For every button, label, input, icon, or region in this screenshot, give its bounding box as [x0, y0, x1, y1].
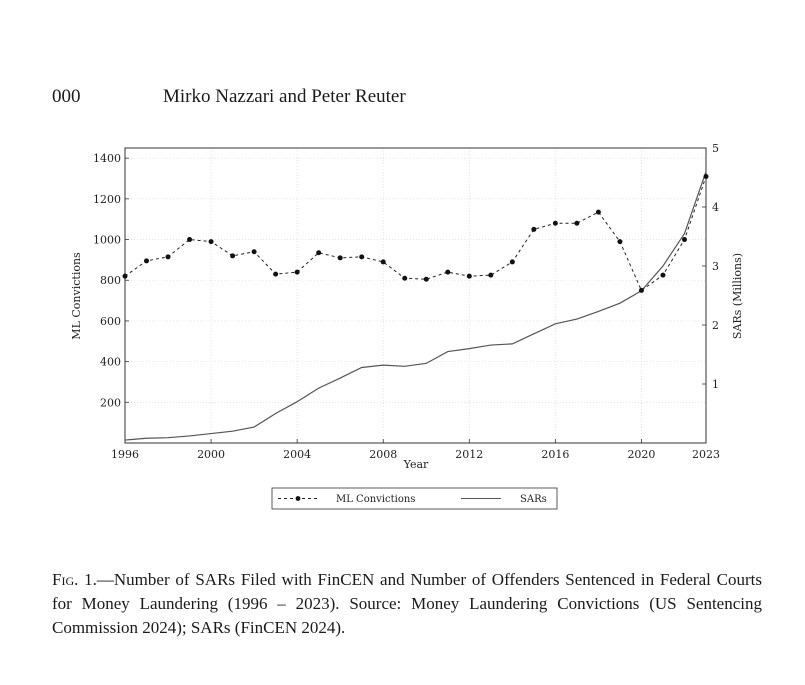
ml-convictions-point: [144, 258, 150, 264]
x-tick-label: 2016: [541, 448, 569, 461]
ml-convictions-point: [208, 239, 214, 245]
ml-convictions-line: [124, 176, 707, 292]
x-tick-label: 2012: [455, 448, 483, 461]
x-axis-label: Year: [403, 458, 429, 471]
page-number: 000: [52, 86, 81, 107]
ml-convictions-point: [617, 239, 623, 245]
y-right-tick-label: 3: [712, 260, 719, 273]
ml-convictions-point: [273, 271, 279, 277]
x-tick-label: 2020: [627, 448, 655, 461]
ml-convictions-point: [316, 250, 322, 256]
chart: 1996 2000 2004 2008 2012 2016 2020 2023 200 400 60…: [70, 142, 744, 510]
y-right-tick-label: 1: [712, 378, 719, 391]
chart-grid: [124, 148, 707, 443]
ml-convictions-point: [423, 276, 429, 282]
ml-convictions-point: [294, 269, 300, 275]
ml-convictions-point: [703, 173, 709, 179]
y-right-tick-label: 5: [712, 142, 719, 155]
ml-convictions-point: [466, 273, 472, 279]
ml-convictions-point: [359, 254, 365, 260]
ml-convictions-point: [337, 255, 343, 261]
ml-convictions-point: [531, 226, 537, 232]
y-left-tick-label: 1200: [93, 193, 121, 206]
ml-convictions-point: [251, 249, 257, 255]
ml-convictions-point: [122, 273, 128, 279]
y-left-tick-label: 600: [100, 315, 121, 328]
ml-convictions-point: [402, 275, 408, 281]
ml-convictions-point: [445, 269, 451, 275]
legend-sars-label: SARs: [520, 494, 547, 505]
y-axis-left-label: ML Convictions: [70, 252, 83, 340]
ml-convictions-point: [638, 287, 644, 293]
y-left-tick-label: 400: [100, 356, 121, 369]
x-tick-label: 2000: [197, 448, 225, 461]
figure-caption: Fig. 1.—Number of SARs Filed with FinCEN…: [52, 568, 762, 640]
ml-convictions-point: [574, 220, 580, 226]
y-left-tick-label: 800: [100, 274, 121, 287]
series-sars: [124, 171, 707, 441]
y-right-tick-label: 2: [712, 319, 719, 332]
y-axis-right-label: SARs (Millions): [731, 253, 744, 339]
y-left-tick-label: 1400: [93, 152, 121, 165]
ml-convictions-point: [187, 237, 193, 243]
legend-ml-label: ML Convictions: [336, 494, 415, 505]
series-ml-convictions: [122, 173, 709, 293]
x-tick-label: 2004: [283, 448, 311, 461]
caption-text: —Number of SARs Filed with FinCEN and Nu…: [52, 570, 762, 637]
ml-convictions-point: [165, 254, 171, 260]
ml-convictions-point: [230, 253, 236, 259]
sars-line: [124, 171, 707, 441]
x-tick-label: 2023: [692, 448, 720, 461]
figure-label: Fig. 1.: [52, 570, 97, 589]
ml-convictions-point: [380, 259, 386, 265]
ml-convictions-point: [681, 237, 687, 243]
ml-convictions-point: [660, 272, 666, 278]
y-left-tick-label: 1000: [93, 234, 121, 247]
x-tick-label: 1996: [111, 448, 139, 461]
y-right-tick-label: 4: [712, 201, 719, 214]
ml-convictions-point: [552, 220, 558, 226]
ml-convictions-point: [595, 209, 601, 215]
ml-convictions-point: [509, 259, 515, 265]
legend-box: [271, 487, 558, 510]
running-head: Mirko Nazzari and Peter Reuter: [163, 86, 406, 107]
y-left-tick-label: 200: [100, 396, 121, 409]
x-tick-label: 2008: [369, 448, 397, 461]
ml-convictions-point: [488, 272, 494, 278]
legend: ML Convictions SARs: [271, 487, 558, 510]
axis-ticks: 1996 2000 2004 2008 2012 2016 2020 2023 200 400 60…: [93, 142, 720, 461]
plot-frame: [124, 147, 707, 444]
legend-ml-marker: [295, 496, 301, 501]
